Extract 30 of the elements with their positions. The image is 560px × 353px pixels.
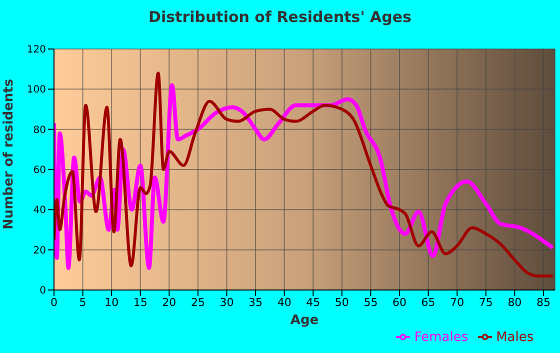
y-tick-label: 100 xyxy=(26,84,46,96)
y-axis-title: Number of residents xyxy=(2,78,17,230)
x-tick-label: 5 xyxy=(79,296,86,309)
x-tick-label: 15 xyxy=(133,296,148,309)
chart-title: Distribution of Residents' Ages xyxy=(148,8,412,26)
x-tick-label: 50 xyxy=(334,296,349,309)
x-tick-label: 80 xyxy=(508,296,522,309)
x-tick-label: 10 xyxy=(104,296,119,309)
x-tick-label: 85 xyxy=(536,296,550,309)
x-tick-label: 40 xyxy=(277,296,292,309)
x-tick-label: 35 xyxy=(248,296,263,309)
x-axis-title: Age xyxy=(290,313,319,328)
legend-label: Males xyxy=(496,330,534,345)
y-tick-label: 40 xyxy=(33,205,46,216)
y-tick-label: 120 xyxy=(26,44,46,56)
x-tick-label: 20 xyxy=(162,296,176,309)
x-tick-label: 30 xyxy=(220,296,234,309)
x-tick-label: 55 xyxy=(364,296,378,309)
x-tick-label: 25 xyxy=(190,296,205,309)
y-tick-label: 80 xyxy=(33,124,46,136)
y-tick-label: 20 xyxy=(33,245,46,256)
x-tick-label: 60 xyxy=(392,296,407,309)
x-tick-label: 0 xyxy=(50,296,58,309)
legend-label: Females xyxy=(414,330,468,345)
x-tick-label: 45 xyxy=(306,296,320,309)
x-tick-label: 75 xyxy=(478,296,493,309)
x-tick-label: 65 xyxy=(421,296,436,309)
x-tick-label: 70 xyxy=(450,296,464,309)
y-tick-label: 0 xyxy=(40,286,46,297)
y-tick-label: 60 xyxy=(33,165,46,176)
